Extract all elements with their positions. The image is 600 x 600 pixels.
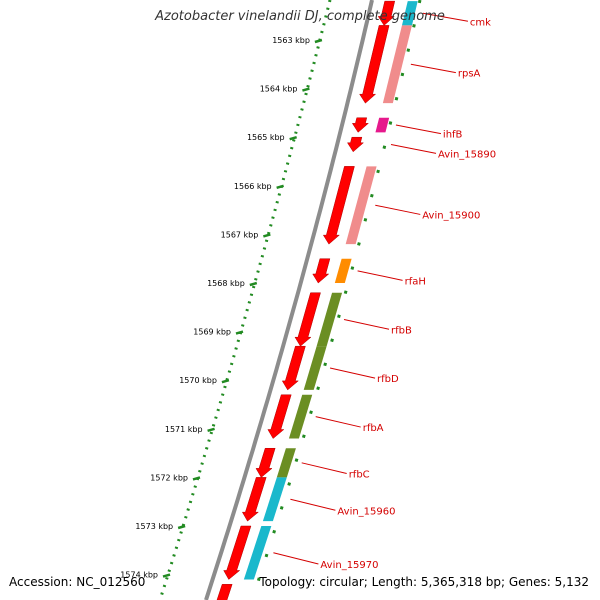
gene-label: cmk (470, 17, 491, 28)
tick-mark (263, 233, 271, 238)
label-leader (375, 204, 421, 215)
tick-label: 1567 kbp (221, 230, 259, 239)
tick-label: 1571 kbp (165, 425, 203, 434)
tick-mark (289, 135, 297, 141)
gene-label: Avin_15890 (438, 149, 496, 160)
cog-block (288, 394, 313, 439)
label-leader (290, 498, 336, 511)
tick-label: 1570 kbp (179, 376, 217, 385)
tick-mark (302, 87, 310, 92)
tick-label: 1564 kbp (260, 85, 298, 94)
gene-arrow (347, 136, 365, 153)
backbone-arc (204, 0, 374, 600)
accession-text: Accession: NC_012560 (9, 575, 146, 589)
gene-track (216, 0, 418, 600)
tick-label: 1566 kbp (234, 182, 272, 191)
label-leader (390, 143, 437, 154)
gene-labels: cmk rpsA ihfB Avin_15890 Avin_15900 rfaH rfbB r… (273, 12, 496, 571)
cog-block (243, 526, 272, 580)
tick-mark (249, 281, 258, 287)
label-leader (357, 270, 403, 281)
cog-block (345, 166, 377, 245)
topology-text: Topology: circular; Length: 5,365,318 bp… (259, 575, 589, 589)
tick-mark (276, 184, 284, 190)
backbone-line (204, 0, 374, 600)
cog-block (262, 477, 287, 522)
tick-label: 1574 kbp (120, 571, 158, 580)
tick-label: 1572 kbp (150, 473, 188, 482)
gene-arrow (322, 166, 355, 245)
gene-label: ihfB (443, 130, 463, 141)
label-leader (315, 416, 361, 428)
gene-arrow (377, 0, 396, 26)
label-leader (410, 63, 456, 74)
gene-arrow (312, 258, 331, 284)
cog-block (276, 448, 296, 478)
label-leader (343, 318, 390, 330)
gene-label: Avin_15960 (337, 506, 395, 517)
label-leader (422, 12, 469, 22)
cog-block (303, 346, 327, 390)
cog-block (375, 117, 390, 133)
gene-label: Avin_15900 (422, 210, 480, 221)
cog-block (316, 292, 343, 347)
label-leader (395, 124, 442, 135)
gene-arrow (351, 117, 370, 133)
gene-label: rfaH (405, 276, 426, 287)
tick-label: 1568 kbp (207, 279, 245, 288)
gene-arrow (267, 394, 292, 439)
tick-ring: 1563 kbp 1564 kbp 1565 kbp 1566 kbp 1567 kbp… (120, 0, 422, 600)
tick-label: 1563 kbp (272, 36, 310, 45)
cog-block (401, 1, 418, 26)
gene-label: rpsA (458, 69, 481, 80)
gene-label: Avin_15970 (320, 560, 378, 571)
gene-arrow (294, 292, 321, 347)
tick-label: 1569 kbp (193, 328, 231, 337)
map-title: Azotobacter vinelandii DJ, complete geno… (155, 9, 445, 24)
gene-label: rfbB (391, 325, 412, 336)
tick-mark (235, 330, 244, 335)
label-leader (301, 462, 347, 475)
cog-block (334, 258, 352, 283)
tick-mark (162, 573, 171, 578)
outer-tick-ring (250, 0, 422, 600)
tick-label: 1565 kbp (247, 133, 285, 142)
tick-mark (314, 38, 323, 44)
cog-block (382, 25, 412, 104)
gene-arrow (281, 345, 306, 391)
gene-arrow (241, 477, 267, 522)
tick-label: 1573 kbp (135, 522, 173, 531)
tick-mark (207, 427, 215, 433)
gene-label: rfbA (363, 423, 384, 434)
gene-arrow (216, 584, 233, 600)
gene-label: rfbD (377, 374, 399, 385)
label-leader (329, 367, 376, 379)
gene-label: rfbC (349, 470, 370, 481)
gene-arrow (359, 25, 390, 104)
tick-mark (177, 524, 186, 530)
gene-arrow (255, 447, 276, 478)
tick-mark (221, 378, 230, 384)
tick-mark (192, 476, 201, 481)
gene-arrow (223, 525, 252, 580)
label-leader (273, 552, 319, 565)
